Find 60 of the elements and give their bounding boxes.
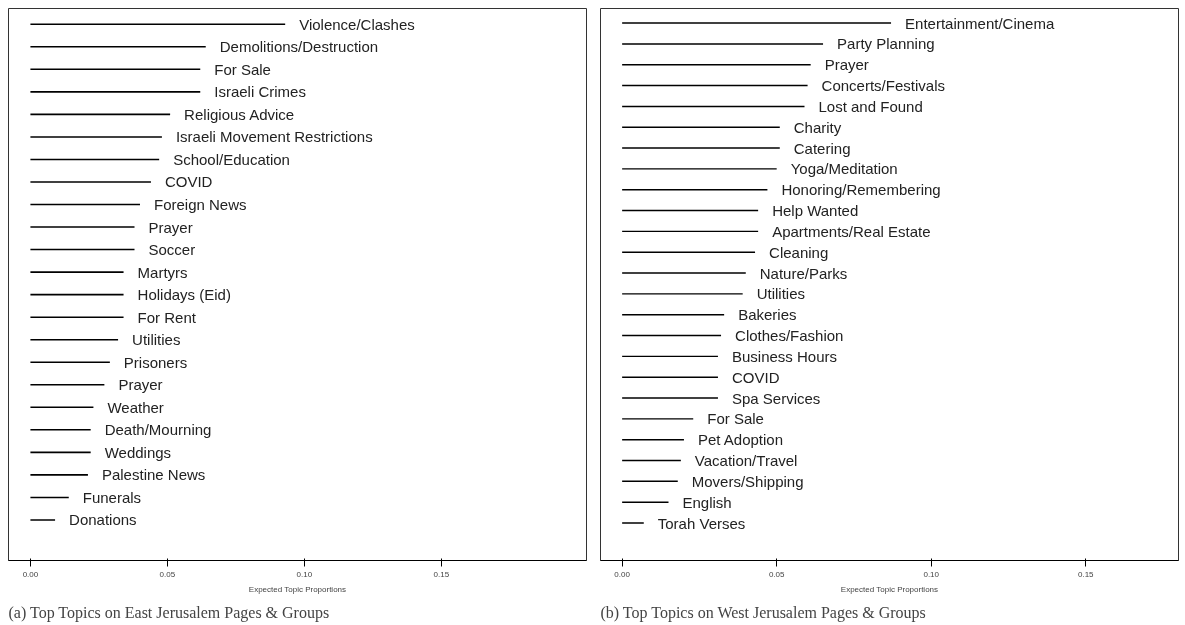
category-label: Death/Mourning bbox=[104, 421, 212, 439]
x-tick-label: 0.15 bbox=[433, 569, 450, 579]
category-label: Business Hours bbox=[731, 347, 837, 365]
category-label: Torah Verses bbox=[657, 514, 746, 532]
category-label: Foreign News bbox=[153, 196, 247, 214]
category-label: Martyrs bbox=[137, 263, 188, 281]
category-label: Concerts/Festivals bbox=[821, 77, 945, 95]
category-label: English bbox=[682, 493, 732, 511]
category-label: Pet Adoption bbox=[697, 431, 784, 449]
category-label: Soccer bbox=[148, 241, 196, 259]
category-label: Nature/Parks bbox=[759, 264, 848, 282]
category-label: Weather bbox=[107, 398, 164, 416]
category-label: For Sale bbox=[707, 410, 764, 428]
category-label: Charity bbox=[793, 118, 842, 136]
category-label: Help Wanted bbox=[772, 202, 859, 220]
category-label: Prisoners bbox=[123, 353, 188, 371]
category-label: For Sale bbox=[214, 60, 271, 78]
category-label: Clothes/Fashion bbox=[735, 327, 844, 345]
category-label: Donations bbox=[69, 511, 137, 529]
x-axis-title: Expected Topic Proportions bbox=[840, 584, 939, 594]
category-label: COVID bbox=[164, 173, 213, 191]
category-label: Vacation/Travel bbox=[694, 452, 798, 470]
x-axis-title: Expected Topic Proportions bbox=[248, 584, 347, 594]
category-label: For Rent bbox=[137, 308, 196, 326]
category-label: Religious Advice bbox=[184, 105, 295, 123]
category-label: Prayer bbox=[118, 376, 163, 394]
category-label: Israeli Crimes bbox=[214, 83, 306, 101]
text: (b) Top Topics on West Jerusalem Pages & Groups bbox=[600, 603, 926, 622]
x-tick-label: 0.15 bbox=[1077, 569, 1095, 579]
category-label: Honoring/Remembering bbox=[781, 181, 941, 199]
category-label: Movers/Shipping bbox=[691, 472, 804, 490]
category-label: Demolitions/Destruction bbox=[219, 38, 379, 56]
category-label: Prayer bbox=[148, 218, 193, 236]
category-label: Funerals bbox=[82, 488, 142, 506]
category-label: Holidays (Eid) bbox=[137, 286, 231, 304]
category-label: Palestine News bbox=[101, 466, 206, 484]
category-label: Yoga/Meditation bbox=[790, 160, 898, 178]
category-label: Lost and Found bbox=[818, 97, 923, 115]
x-tick-label: 0.05 bbox=[768, 569, 786, 579]
category-label: Violence/Clashes bbox=[299, 15, 415, 33]
category-label: Apartments/Real Estate bbox=[772, 222, 931, 240]
x-tick-label: 0.00 bbox=[614, 569, 631, 579]
category-label: COVID bbox=[731, 368, 780, 386]
category-label: Utilities bbox=[756, 285, 806, 303]
category-label: Party Planning bbox=[837, 35, 935, 53]
x-tick-label: 0.00 bbox=[22, 569, 39, 579]
category-label: Entertainment/Cinema bbox=[905, 14, 1055, 32]
category-label: Spa Services bbox=[731, 389, 821, 407]
category-label: Israeli Movement Restrictions bbox=[175, 128, 373, 146]
category-label: Utilities bbox=[132, 331, 181, 349]
category-label: Catering bbox=[793, 139, 851, 157]
category-label: School/Education bbox=[173, 150, 290, 168]
category-label: Cleaning bbox=[769, 243, 829, 261]
x-tick-label: 0.10 bbox=[296, 569, 313, 579]
x-tick-label: 0.05 bbox=[159, 569, 176, 579]
category-label: Prayer bbox=[824, 56, 869, 74]
text: (a) Top Topics on East Jerusalem Pages & Groups bbox=[8, 603, 330, 622]
category-label: Bakeries bbox=[738, 306, 797, 324]
category-label: Weddings bbox=[104, 443, 172, 461]
x-tick-label: 0.10 bbox=[923, 569, 940, 579]
